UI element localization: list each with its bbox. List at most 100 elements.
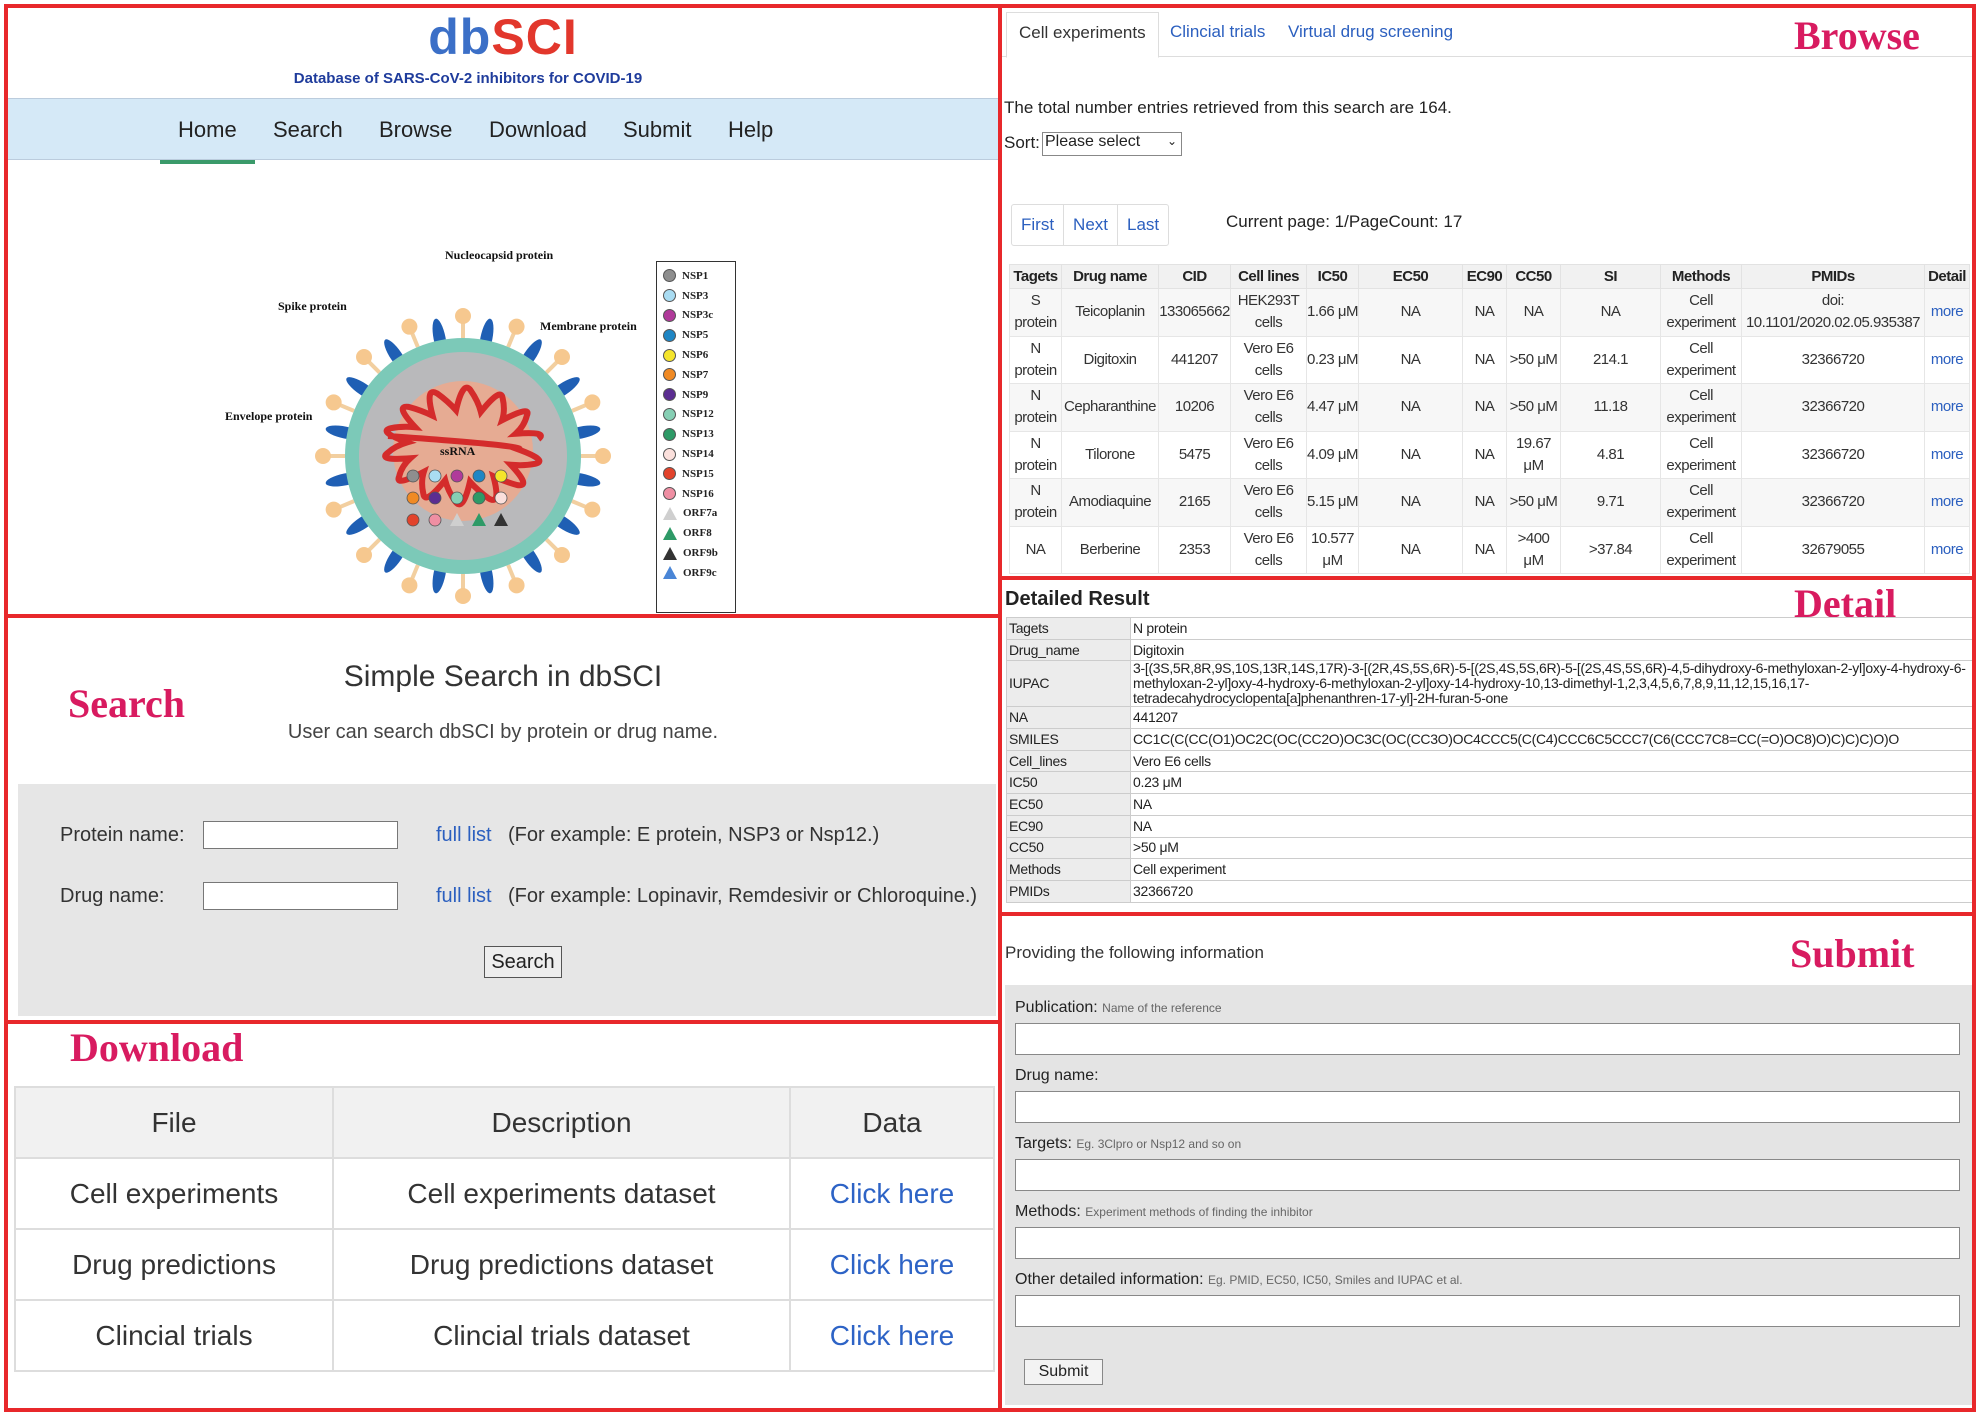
detail-row: IUPAC 3-[(3S,5R,8R,9S,10S,13R,14S,17R)-3-…	[1006, 660, 1972, 708]
site-subtitle: Database of SARS-CoV-2 inhibitors for CO…	[293, 70, 643, 87]
cell: NA	[1358, 525, 1463, 574]
circle-icon	[663, 368, 676, 382]
cell: 4.81	[1560, 430, 1661, 479]
legend-label: ORF9b	[683, 547, 718, 560]
protein-full-list-link[interactable]: full list	[436, 824, 492, 846]
cell: HEK293T cells	[1230, 288, 1307, 337]
file-description: Cell experiments dataset	[332, 1157, 791, 1230]
tab-cell-experiments[interactable]: Cell experiments	[1006, 12, 1159, 58]
panel-label-submit: Submit	[1790, 931, 1915, 976]
legend-label: NSP15	[682, 467, 714, 480]
page-last[interactable]: Last	[1127, 215, 1160, 234]
detail-row: PMIDs 32366720	[1006, 879, 1972, 903]
spike-knob	[553, 349, 570, 366]
legend-item: NSP3	[663, 286, 729, 306]
nav-home[interactable]: Home	[160, 117, 255, 164]
field-label-text: Other detailed information:	[1015, 1271, 1204, 1288]
cell: >400 μM	[1506, 525, 1561, 574]
nsp-marker	[428, 469, 442, 483]
file-name: Cell experiments	[14, 1157, 334, 1230]
more-link[interactable]: more	[1930, 493, 1964, 511]
cell: NA	[1358, 430, 1463, 479]
circle-icon	[663, 269, 676, 283]
total-entries-text: The total number entries retrieved from …	[1004, 98, 1452, 117]
page-first[interactable]: First	[1012, 205, 1065, 245]
legend-label: NSP1	[682, 269, 709, 282]
legend-label: NSP14	[682, 448, 714, 461]
legend-label: NSP16	[682, 487, 714, 500]
protein-name-label: Protein name:	[60, 824, 185, 846]
submit-button[interactable]: Submit	[1024, 1359, 1103, 1385]
nav-search[interactable]: Search	[273, 117, 343, 142]
more-link[interactable]: more	[1930, 350, 1964, 368]
logo[interactable]: dbSCI	[8, 8, 998, 66]
nav-browse[interactable]: Browse	[379, 117, 453, 142]
legend-item: ORF7a	[663, 504, 729, 524]
cell: NA	[1358, 383, 1463, 432]
cell: Cell experiment	[1660, 430, 1742, 479]
drug-example: (For example: Lopinavir, Remdesivir or C…	[508, 885, 978, 907]
nav-download[interactable]: Download	[489, 117, 587, 142]
submit-field-input[interactable]	[1015, 1159, 1960, 1191]
col-data: Data	[789, 1086, 995, 1159]
nav-help[interactable]: Help	[728, 117, 774, 142]
sort-select[interactable]: Please select ⌄	[1042, 132, 1182, 156]
submit-field-input[interactable]	[1015, 1227, 1960, 1259]
download-link[interactable]: Click here	[829, 1319, 955, 1351]
spike-knob	[315, 448, 331, 464]
protein-name-input[interactable]	[203, 821, 398, 849]
detail-key: Tagets	[1006, 617, 1131, 640]
cell: N protein	[1009, 383, 1062, 432]
tab-virtual-drug-screening[interactable]: Virtual drug screening	[1288, 22, 1454, 41]
cell: NA	[1358, 335, 1463, 384]
field-label-text: Publication:	[1015, 999, 1098, 1016]
spike-knob	[356, 349, 373, 366]
more-link[interactable]: more	[1930, 540, 1964, 558]
drug-name-input[interactable]	[203, 882, 398, 910]
field-hint: Eg. PMID, EC50, IC50, Smiles and IUPAC e…	[1208, 1273, 1463, 1287]
table-row: S protein Teicoplanin 133065662 HEK293T cel…	[1009, 288, 1970, 337]
spike-knob	[584, 501, 601, 518]
pagination: First Next Last	[1011, 204, 1170, 246]
search-button[interactable]: Search	[484, 946, 562, 978]
legend-item: NSP9	[663, 385, 729, 405]
nav-submit[interactable]: Submit	[623, 117, 692, 142]
more-link[interactable]: more	[1930, 445, 1964, 463]
cell: Cell experiment	[1660, 288, 1742, 337]
more-link[interactable]: more	[1930, 303, 1964, 321]
label-ssrna: ssRNA	[440, 444, 476, 458]
cell: 10.577 μM	[1306, 525, 1359, 574]
detail-key: EC90	[1006, 814, 1131, 838]
tab-clinical-trials[interactable]: Clincial trials	[1170, 22, 1266, 41]
legend-item: NSP12	[663, 405, 729, 425]
cell: 11.18	[1560, 383, 1661, 432]
submit-field-input[interactable]	[1015, 1091, 1960, 1123]
cell: 4.47 μM	[1306, 383, 1359, 432]
nsp-marker	[406, 513, 420, 527]
download-link[interactable]: Click here	[829, 1248, 955, 1280]
cell: Vero E6 cells	[1230, 478, 1307, 527]
cell: 19.67 μM	[1506, 430, 1561, 479]
circle-icon	[663, 289, 676, 303]
page-next[interactable]: Next	[1064, 205, 1119, 245]
column-header: Methods	[1660, 264, 1742, 289]
field-label: Methods: Experiment methods of finding t…	[1015, 1203, 1313, 1221]
legend-item: NSP7	[663, 365, 729, 385]
cell: NA	[1462, 383, 1507, 432]
more-link[interactable]: more	[1930, 398, 1964, 416]
detail-row: Drug_name Digitoxin	[1006, 638, 1972, 662]
legend-item: ORF8	[663, 523, 729, 543]
detail-key: IC50	[1006, 771, 1131, 795]
submit-field-input[interactable]	[1015, 1023, 1960, 1055]
detail-row: NA 441207	[1006, 706, 1972, 730]
drug-full-list-link[interactable]: full list	[436, 885, 492, 907]
download-link[interactable]: Click here	[829, 1177, 955, 1209]
submit-field-input[interactable]	[1015, 1295, 1960, 1327]
circle-icon	[663, 427, 676, 441]
detail-value: 0.23 μM	[1130, 771, 1972, 795]
spike-knob	[325, 394, 342, 411]
home-panel: dbSCI Database of SARS-CoV-2 inhibitors …	[4, 4, 1002, 618]
detail-value: Vero E6 cells	[1130, 749, 1972, 773]
legend-item: NSP16	[663, 484, 729, 504]
detail-value: Digitoxin	[1130, 638, 1972, 662]
